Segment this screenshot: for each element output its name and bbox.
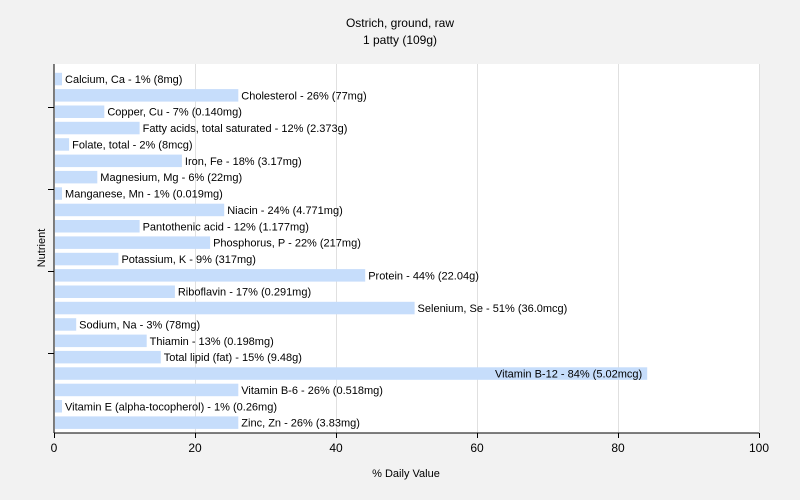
bar-label: Magnesium, Mg - 6% (22mg) <box>100 172 242 184</box>
bar <box>55 170 98 184</box>
bar <box>55 383 239 397</box>
bar-label: Copper, Cu - 7% (0.140mg) <box>107 107 242 119</box>
y-axis-label: Nutrient <box>36 229 48 268</box>
bar-label: Cholesterol - 26% (77mg) <box>241 90 366 102</box>
bar-label: Phosphorus, P - 22% (217mg) <box>213 238 361 250</box>
bar <box>55 285 175 298</box>
x-tick-label: 100 <box>749 441 769 455</box>
bar-label: Protein - 44% (22.04g) <box>368 270 479 282</box>
bar-label: Zinc, Zn - 26% (3.83mg) <box>241 418 360 430</box>
bar-label: Calcium, Ca - 1% (8mg) <box>65 74 182 86</box>
bar <box>55 252 119 266</box>
bar <box>55 105 105 118</box>
bar <box>55 301 415 315</box>
bar <box>55 350 161 364</box>
bar-label: Sodium, Na - 3% (78mg) <box>79 320 200 332</box>
bar <box>55 367 648 380</box>
bar <box>55 416 239 429</box>
bar <box>55 269 366 282</box>
bar-label: Manganese, Mn - 1% (0.019mg) <box>65 189 223 201</box>
x-tick-label: 20 <box>188 441 202 455</box>
bar <box>55 334 147 348</box>
x-tick-label: 0 <box>51 441 58 455</box>
bar-label: Thiamin - 13% (0.198mg) <box>150 336 274 348</box>
bar <box>55 318 77 331</box>
bar-label: Iron, Fe - 18% (3.17mg) <box>185 156 302 168</box>
bar <box>55 220 140 233</box>
x-ticks: 0 20 40 60 80 100 <box>51 433 769 455</box>
bar-label: Potassium, K - 9% (317mg) <box>121 254 256 266</box>
bar-label: Total lipid (fat) - 15% (9.48g) <box>164 352 302 364</box>
bar-label: Vitamin E (alpha-tocopherol) - 1% (0.26m… <box>65 401 277 413</box>
chart-title: Ostrich, ground, raw <box>346 16 454 30</box>
bar <box>55 203 225 217</box>
y-ticks <box>48 107 54 354</box>
bar <box>55 236 211 249</box>
bar <box>55 138 70 151</box>
bar-label: Niacin - 24% (4.771mg) <box>227 205 343 217</box>
bar <box>55 89 239 102</box>
x-axis-label: % Daily Value <box>372 468 440 480</box>
bars: Calcium, Ca - 1% (8mg) Cholesterol - 26% … <box>55 72 648 430</box>
bar-label: Folate, total - 2% (8mcg) <box>72 140 192 152</box>
bar <box>55 187 62 200</box>
bar-label: Riboflavin - 17% (0.291mg) <box>178 287 311 299</box>
bar-label: Pantothenic acid - 12% (1.177mg) <box>143 221 309 233</box>
bar-label: Selenium, Se - 51% (36.0mcg) <box>418 303 568 315</box>
bar <box>55 121 140 135</box>
bar-label: Vitamin B-12 - 84% (5.02mcg) <box>495 369 642 381</box>
x-tick-label: 40 <box>329 441 343 455</box>
bar <box>55 154 182 168</box>
x-tick-label: 80 <box>611 441 625 455</box>
bar-label: Fatty acids, total saturated - 12% (2.37… <box>143 123 348 135</box>
axes <box>53 64 759 434</box>
x-tick-label: 60 <box>470 441 484 455</box>
bar-label: Vitamin B-6 - 26% (0.518mg) <box>241 385 383 397</box>
bar <box>55 72 62 86</box>
chart-subtitle: 1 patty (109g) <box>363 33 437 47</box>
bar <box>55 400 62 413</box>
